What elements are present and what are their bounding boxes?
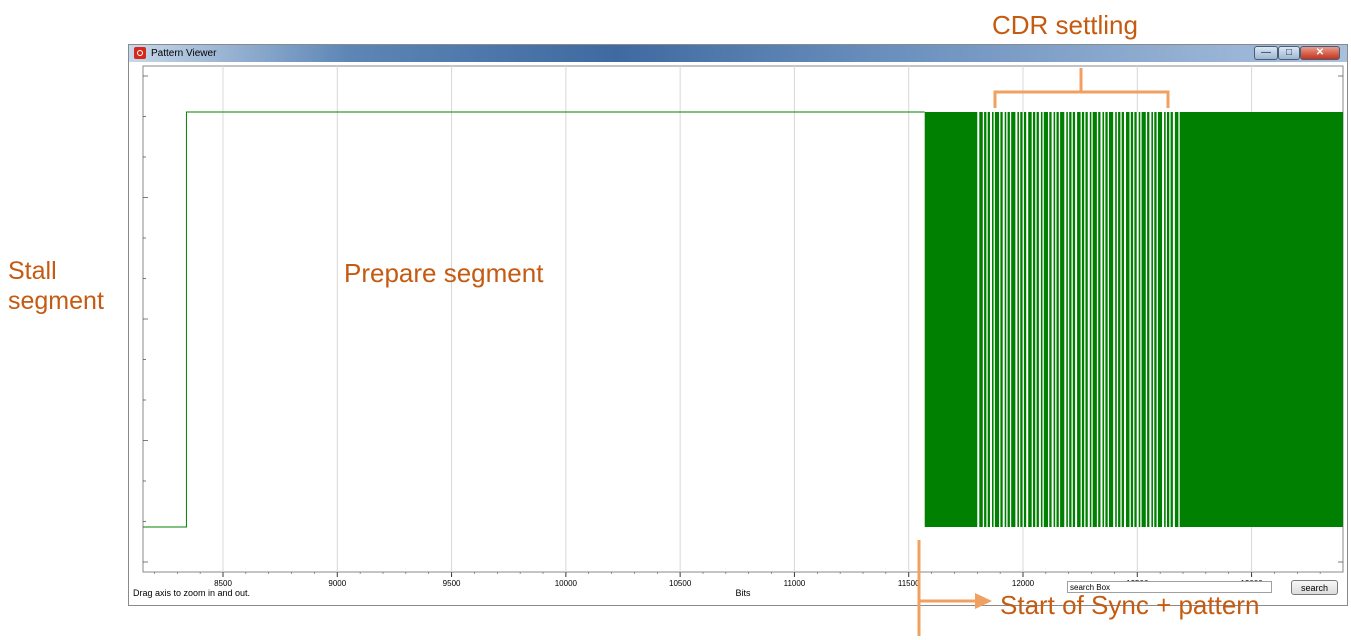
stall-segment-annotation: Stall segment: [8, 256, 104, 316]
cdr-gap: [1149, 112, 1152, 527]
cdr-gap: [1145, 112, 1148, 527]
cdr-settling-annotation: CDR settling: [992, 10, 1138, 40]
stall-annotation-line2: segment: [8, 287, 104, 315]
cdr-gap: [1035, 112, 1037, 527]
cdr-gap: [1156, 112, 1158, 527]
cdr-gap: [989, 112, 992, 527]
cdr-bracket: [993, 90, 1170, 108]
cdr-gap: [1087, 112, 1090, 527]
cdr-gap: [1162, 112, 1165, 527]
search-button[interactable]: search: [1291, 580, 1338, 595]
cdr-gap: [1055, 112, 1057, 527]
sync-arrow-head: [975, 593, 992, 609]
cdr-gap: [1009, 112, 1012, 527]
tick-label: 9500: [443, 579, 461, 588]
cdr-gap: [1006, 112, 1008, 527]
prepare-segment-annotation: Prepare segment: [344, 258, 544, 288]
cdr-gap: [1071, 112, 1073, 527]
cdr-gap: [1178, 112, 1180, 527]
pattern-viewer-window: Pattern Viewer — □ ✕ 8500 9000 9500 10000 10…: [128, 44, 1348, 606]
pattern-plot[interactable]: 8500900095001000010500110001150012000125…: [129, 62, 1347, 598]
cdr-gap: [1100, 112, 1103, 527]
cdr-gap: [1169, 112, 1171, 527]
tick-label: 12000: [1012, 579, 1035, 588]
cdr-gap: [1140, 112, 1142, 527]
cdr-gap: [1047, 112, 1050, 527]
cdr-gap: [1002, 112, 1005, 527]
cdr-gap: [1116, 112, 1119, 527]
cdr-gap: [1123, 112, 1126, 527]
minimize-button[interactable]: —: [1254, 46, 1278, 60]
cdr-gap: [999, 112, 1001, 527]
app-icon: [134, 47, 146, 59]
cdr-gap: [1133, 112, 1135, 527]
cdr-gap: [1031, 112, 1033, 527]
cdr-gap: [1084, 112, 1086, 527]
cdr-gap: [1038, 112, 1041, 527]
cdr-gap: [986, 112, 988, 527]
window-titlebar[interactable]: Pattern Viewer — □ ✕: [129, 45, 1347, 62]
cdr-gap: [1129, 112, 1131, 527]
plot-area[interactable]: 8500900095001000010500110001150012000125…: [129, 62, 1347, 602]
x-axis-label: Bits: [735, 588, 751, 597]
window-title: Pattern Viewer: [151, 48, 217, 59]
tick-label: 9000: [328, 579, 346, 588]
cdr-gap: [1018, 112, 1021, 527]
tick-label: 8500: [214, 579, 232, 588]
cdr-gap: [1096, 112, 1099, 527]
cdr-gap: [1104, 112, 1106, 527]
tick-label: 10000: [555, 579, 578, 588]
cdr-gap: [1067, 112, 1070, 527]
cdr-gap: [1136, 112, 1139, 527]
cdr-gap: [1152, 112, 1155, 527]
stall-annotation-line1: Stall: [8, 257, 57, 285]
sync-start-annotation: Start of Sync + pattern: [1000, 590, 1260, 620]
cdr-gap: [1042, 112, 1044, 527]
tick-label: 11500: [898, 579, 920, 588]
cdr-gap: [993, 112, 995, 527]
cdr-gap: [1113, 112, 1116, 527]
cdr-gap: [1015, 112, 1018, 527]
cdr-gap: [1172, 112, 1175, 527]
maximize-button[interactable]: □: [1278, 46, 1300, 60]
cdr-gap: [977, 112, 980, 527]
status-text: Drag axis to zoom in and out.: [133, 588, 251, 598]
cdr-gap: [1075, 112, 1078, 527]
cdr-gap: [982, 112, 985, 527]
cdr-gap: [1022, 112, 1024, 527]
signal-trace: [143, 111, 925, 528]
cdr-gap: [1080, 112, 1082, 527]
cdr-gap: [1026, 112, 1029, 527]
tick-label: 11000: [784, 579, 806, 588]
cdr-gap: [1107, 112, 1109, 527]
close-button[interactable]: ✕: [1300, 46, 1340, 60]
cdr-gap: [1058, 112, 1061, 527]
cdr-gap: [1051, 112, 1054, 527]
tick-label: 10500: [669, 579, 692, 588]
search-input[interactable]: [1067, 581, 1272, 593]
cdr-gap: [1120, 112, 1122, 527]
cdr-gap: [1064, 112, 1067, 527]
cdr-gap: [1091, 112, 1093, 527]
cdr-gap: [1165, 112, 1167, 527]
